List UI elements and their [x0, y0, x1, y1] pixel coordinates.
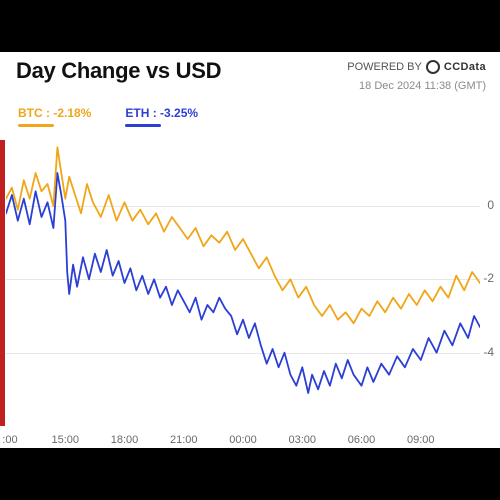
chart-card: Day Change vs USD POWERED BY CCData 18 D…	[0, 0, 500, 500]
x-tick-label: 00:00	[229, 434, 257, 446]
y-tick-label: -4	[483, 345, 494, 359]
legend-label-btc: BTC : -2.18%	[18, 106, 91, 120]
legend: BTC : -2.18% ETH : -3.25%	[18, 106, 500, 127]
letterbox-bottom	[0, 448, 500, 500]
timestamp: 18 Dec 2024 11:38 (GMT)	[359, 80, 486, 92]
brand-name: CCData	[444, 61, 486, 73]
powered-by: POWERED BY CCData	[347, 60, 486, 74]
chart-area: 0 -2 -4 :00 15:00 18:00 21:00 00:00 03:00 06:00 09…	[0, 130, 500, 448]
legend-label-eth: ETH : -3.25%	[125, 106, 198, 120]
x-tick-label: 18:00	[111, 434, 139, 446]
x-tick-label: 15:00	[51, 434, 79, 446]
header: Day Change vs USD POWERED BY CCData 18 D…	[0, 52, 500, 104]
x-tick-label: 21:00	[170, 434, 198, 446]
ccdata-logo-icon	[426, 60, 440, 74]
legend-swatch-eth	[125, 124, 161, 127]
y-tick-label: 0	[487, 198, 494, 212]
x-tick-label: 03:00	[288, 434, 316, 446]
x-tick-label: 09:00	[407, 434, 435, 446]
series-line-btc	[6, 147, 480, 323]
x-tick-label: 06:00	[348, 434, 376, 446]
letterbox-top	[0, 0, 500, 52]
legend-item-btc: BTC : -2.18%	[18, 106, 91, 127]
line-plot	[6, 140, 480, 426]
y-tick-label: -2	[483, 271, 494, 285]
series-line-eth	[6, 173, 480, 393]
left-accent-bar	[0, 140, 5, 426]
legend-item-eth: ETH : -3.25%	[125, 106, 198, 127]
content-area: Day Change vs USD POWERED BY CCData 18 D…	[0, 52, 500, 448]
legend-swatch-btc	[18, 124, 54, 127]
powered-by-label: POWERED BY	[347, 61, 422, 73]
x-tick-label: :00	[2, 434, 17, 446]
